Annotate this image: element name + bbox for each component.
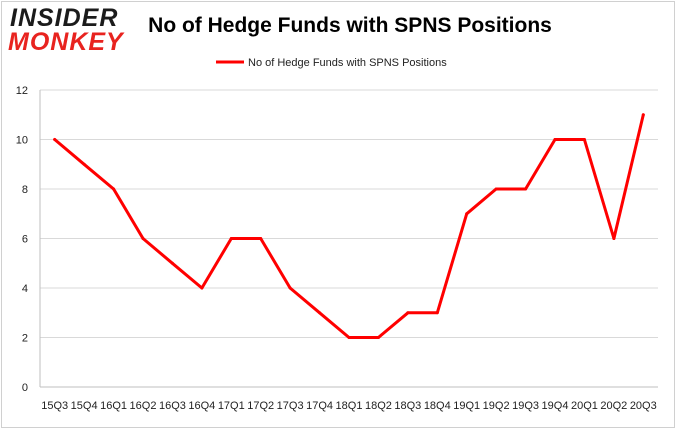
series-lines [53, 113, 645, 339]
logo-line-1: INSIDER [10, 4, 119, 32]
data-point [524, 187, 528, 191]
chart-title: No of Hedge Funds with SPNS Positions [148, 14, 552, 37]
x-tick-label: 15Q4 [71, 400, 98, 412]
x-tick-label: 17Q4 [306, 400, 333, 412]
x-tick-label: 19Q2 [483, 400, 510, 412]
x-tick-label: 20Q3 [630, 400, 657, 412]
x-tick-label: 18Q2 [365, 400, 392, 412]
data-point [435, 311, 439, 315]
y-tick-label: 6 [22, 234, 28, 246]
x-tick-label: 15Q3 [41, 400, 68, 412]
x-tick-label: 17Q2 [247, 400, 274, 412]
data-point [82, 162, 86, 166]
data-point [170, 261, 174, 265]
x-tick-label: 19Q4 [542, 400, 569, 412]
data-point [641, 113, 645, 117]
x-tick-label: 16Q2 [130, 400, 157, 412]
x-tick-label: 19Q3 [512, 400, 539, 412]
x-tick-labels: 15Q3 15Q4 16Q1 16Q2 16Q3 16Q4 17Q1 17Q2 17Q3 17Q4… [41, 400, 656, 412]
data-point [376, 336, 380, 339]
data-point [494, 187, 498, 191]
y-tick-label: 0 [22, 382, 28, 394]
data-point [53, 138, 57, 141]
x-tick-label: 20Q2 [600, 400, 627, 412]
data-point [612, 237, 616, 240]
series-line [53, 113, 645, 339]
y-tick-label: 8 [22, 184, 28, 196]
data-point [347, 336, 351, 339]
insider-monkey-logo: INSIDER MONKEY [8, 6, 128, 56]
y-tick-label: 12 [16, 85, 28, 97]
data-point [553, 138, 557, 141]
y-tick-label: 10 [16, 135, 28, 147]
y-tick-labels: 0 2 4 6 8 10 12 [16, 85, 28, 394]
x-tick-label: 20Q1 [571, 400, 598, 412]
data-point [465, 212, 469, 216]
x-tick-label: 16Q3 [159, 400, 186, 412]
y-tick-label: 4 [22, 283, 28, 295]
data-point [112, 187, 116, 191]
x-tick-label: 17Q1 [218, 400, 245, 412]
x-tick-label: 18Q3 [394, 400, 421, 412]
x-tick-label: 18Q4 [424, 400, 451, 412]
x-tick-label: 16Q1 [100, 400, 127, 412]
x-tick-label: 18Q1 [336, 400, 363, 412]
data-point [200, 286, 204, 290]
data-point [288, 286, 292, 290]
grid-lines [40, 89, 658, 338]
legend: No of Hedge Funds with SPNS Positions [216, 57, 447, 69]
x-tick-label: 19Q1 [453, 400, 480, 412]
x-tick-label: 16Q4 [188, 400, 215, 412]
axes [39, 90, 658, 388]
data-point [141, 237, 145, 240]
logo-line-2: MONKEY [8, 28, 124, 56]
data-point [259, 237, 263, 240]
data-point [318, 311, 322, 315]
legend-label: No of Hedge Funds with SPNS Positions [248, 57, 447, 69]
x-tick-label: 17Q3 [277, 400, 304, 412]
data-point [406, 311, 410, 315]
data-point [229, 237, 233, 240]
y-tick-label: 2 [22, 333, 28, 345]
data-point [582, 138, 586, 141]
